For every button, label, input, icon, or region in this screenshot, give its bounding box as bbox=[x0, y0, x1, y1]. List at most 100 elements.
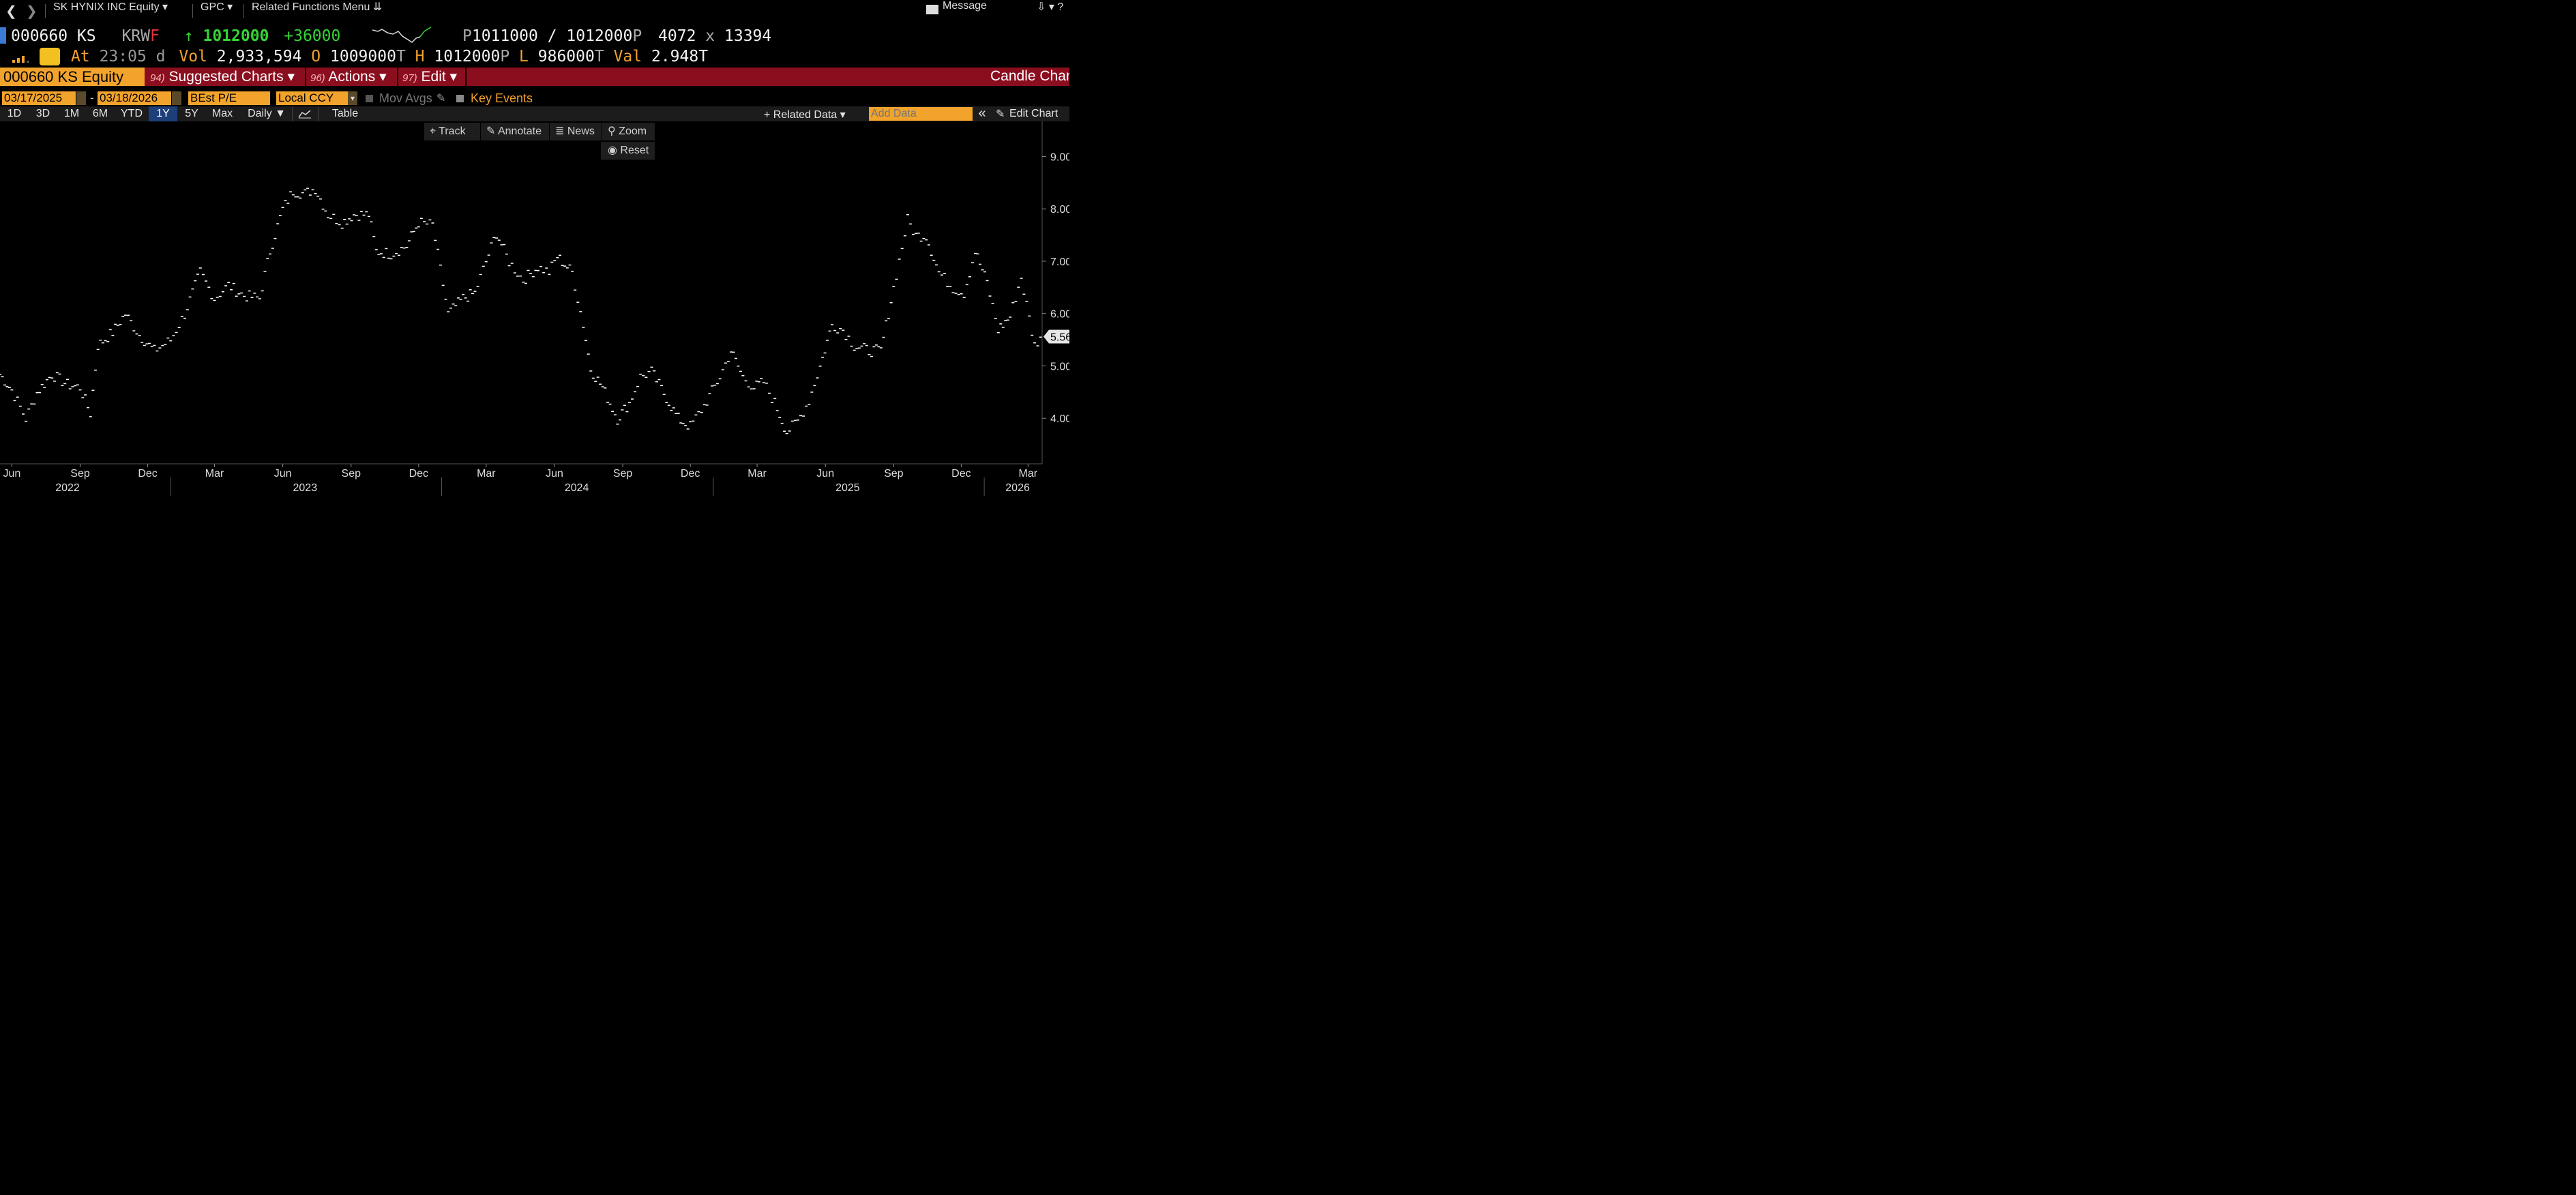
x-tick-label: Sep bbox=[884, 468, 904, 480]
data-point bbox=[50, 377, 54, 379]
calendar-icon[interactable] bbox=[76, 91, 86, 105]
data-point bbox=[398, 254, 400, 256]
data-point bbox=[467, 300, 470, 302]
data-point bbox=[462, 294, 465, 295]
data-point bbox=[912, 233, 915, 235]
data-point bbox=[818, 366, 822, 367]
zoom-tool[interactable]: ⚲ Zoom bbox=[602, 123, 655, 141]
data-point bbox=[805, 405, 808, 407]
range-1m[interactable]: 1M bbox=[63, 108, 80, 119]
band-divider bbox=[305, 68, 306, 86]
edit-menu[interactable]: 97) Edit ▾ bbox=[402, 68, 457, 85]
last-value-marker: 5.56 bbox=[1043, 329, 1069, 344]
data-point bbox=[885, 320, 888, 322]
data-point bbox=[872, 346, 876, 348]
news-icon: ≣ bbox=[555, 126, 565, 137]
track-tool[interactable]: ⌖ Track bbox=[424, 123, 480, 141]
data-point bbox=[631, 398, 634, 400]
data-point bbox=[857, 347, 861, 349]
bid-size: 4072 bbox=[658, 27, 696, 45]
range-max[interactable]: Max bbox=[211, 108, 233, 119]
data-point bbox=[286, 203, 290, 204]
mov-avgs-checkbox[interactable] bbox=[366, 95, 373, 102]
speedometer-icon[interactable] bbox=[40, 48, 60, 65]
window-options-icon[interactable]: ⇩ ▾ ? bbox=[1037, 1, 1064, 13]
security-dropdown[interactable]: SK HYNIX INC Equity ▾ bbox=[53, 1, 168, 13]
data-point bbox=[675, 413, 678, 415]
start-date-field[interactable]: 03/17/2025 bbox=[2, 91, 76, 105]
bid-ask-slash: / bbox=[547, 27, 557, 45]
data-point bbox=[55, 372, 59, 374]
range-ytd[interactable]: YTD bbox=[121, 108, 143, 119]
data-point bbox=[417, 226, 420, 228]
data-point bbox=[188, 296, 192, 298]
data-point bbox=[919, 240, 923, 242]
reset-button[interactable]: ◉ Reset bbox=[601, 142, 655, 160]
key-events-checkbox[interactable] bbox=[456, 95, 464, 102]
data-point bbox=[301, 192, 304, 194]
field-selector[interactable]: BEst P/E bbox=[188, 91, 270, 105]
data-point bbox=[773, 398, 777, 400]
data-point bbox=[591, 377, 595, 379]
data-point bbox=[405, 247, 409, 248]
add-data-input[interactable] bbox=[869, 107, 973, 121]
menu-number: 96) bbox=[310, 72, 325, 84]
data-point bbox=[681, 423, 685, 424]
data-point bbox=[647, 370, 651, 372]
data-point bbox=[490, 242, 493, 244]
chevron-down-icon[interactable]: ▾ bbox=[348, 91, 357, 105]
data-point bbox=[108, 329, 112, 331]
annotate-tool[interactable]: ✎ Annotate bbox=[481, 123, 549, 141]
pencil-icon[interactable]: ✎ bbox=[436, 93, 446, 104]
data-point bbox=[802, 415, 805, 417]
ticker-box[interactable]: 000660 KS Equity bbox=[0, 68, 145, 86]
frequency-dropdown[interactable]: Daily ▼ bbox=[248, 108, 286, 119]
actions-menu[interactable]: 96) Actions ▾ bbox=[310, 68, 387, 85]
data-point bbox=[91, 389, 95, 391]
related-data-button[interactable]: + Related Data ▾ bbox=[764, 109, 846, 121]
message-button[interactable]: Message bbox=[943, 0, 987, 12]
table-button[interactable]: Table bbox=[331, 108, 359, 119]
data-point bbox=[116, 325, 119, 326]
range-1d[interactable]: 1D bbox=[7, 108, 22, 119]
forward-arrow-icon[interactable]: ❯ bbox=[26, 4, 38, 19]
pencil-icon[interactable]: ✎ bbox=[996, 108, 1005, 120]
data-point bbox=[256, 296, 259, 298]
high-source: P bbox=[500, 48, 510, 65]
currency-selector[interactable]: Local CCY bbox=[276, 91, 348, 105]
y-tick-label: 5.00 bbox=[1050, 361, 1069, 372]
range-1y[interactable]: 1Y bbox=[149, 106, 177, 121]
edit-chart-button[interactable]: Edit Chart bbox=[1009, 108, 1058, 119]
data-point bbox=[721, 369, 724, 370]
chart-type-icon[interactable] bbox=[298, 109, 312, 119]
intraday-sparkline bbox=[372, 27, 431, 43]
annotate-label: Annotate bbox=[497, 126, 542, 137]
data-point bbox=[642, 375, 645, 377]
suggested-charts-menu[interactable]: 94) Suggested Charts ▾ bbox=[150, 68, 295, 85]
data-point bbox=[559, 254, 561, 256]
bid-price: 1011000 bbox=[471, 27, 538, 45]
range-3d[interactable]: 3D bbox=[35, 108, 50, 119]
back-arrow-icon[interactable]: ❮ bbox=[5, 4, 17, 19]
data-point bbox=[266, 258, 269, 259]
up-arrow-icon: ↑ bbox=[183, 27, 194, 45]
range-toolbar bbox=[0, 106, 1069, 121]
data-point bbox=[708, 393, 711, 394]
calendar-icon[interactable] bbox=[172, 91, 181, 105]
collapse-icon[interactable]: « bbox=[978, 106, 986, 121]
end-date-field[interactable]: 03/18/2026 bbox=[98, 91, 171, 105]
data-point bbox=[106, 341, 110, 342]
data-point bbox=[357, 220, 361, 221]
data-point bbox=[10, 389, 14, 391]
news-tool[interactable]: ≣ News bbox=[550, 123, 602, 141]
range-6m[interactable]: 6M bbox=[92, 108, 108, 119]
data-point bbox=[243, 295, 246, 297]
data-point bbox=[172, 335, 175, 336]
envelope-icon[interactable] bbox=[926, 5, 938, 14]
related-functions-menu[interactable]: Related Functions Menu ⇊ bbox=[252, 1, 383, 13]
data-point bbox=[574, 289, 577, 291]
function-dropdown[interactable]: GPC ▾ bbox=[201, 1, 233, 13]
data-point bbox=[601, 386, 604, 387]
range-5y[interactable]: 5Y bbox=[185, 108, 198, 119]
data-point bbox=[78, 389, 82, 391]
